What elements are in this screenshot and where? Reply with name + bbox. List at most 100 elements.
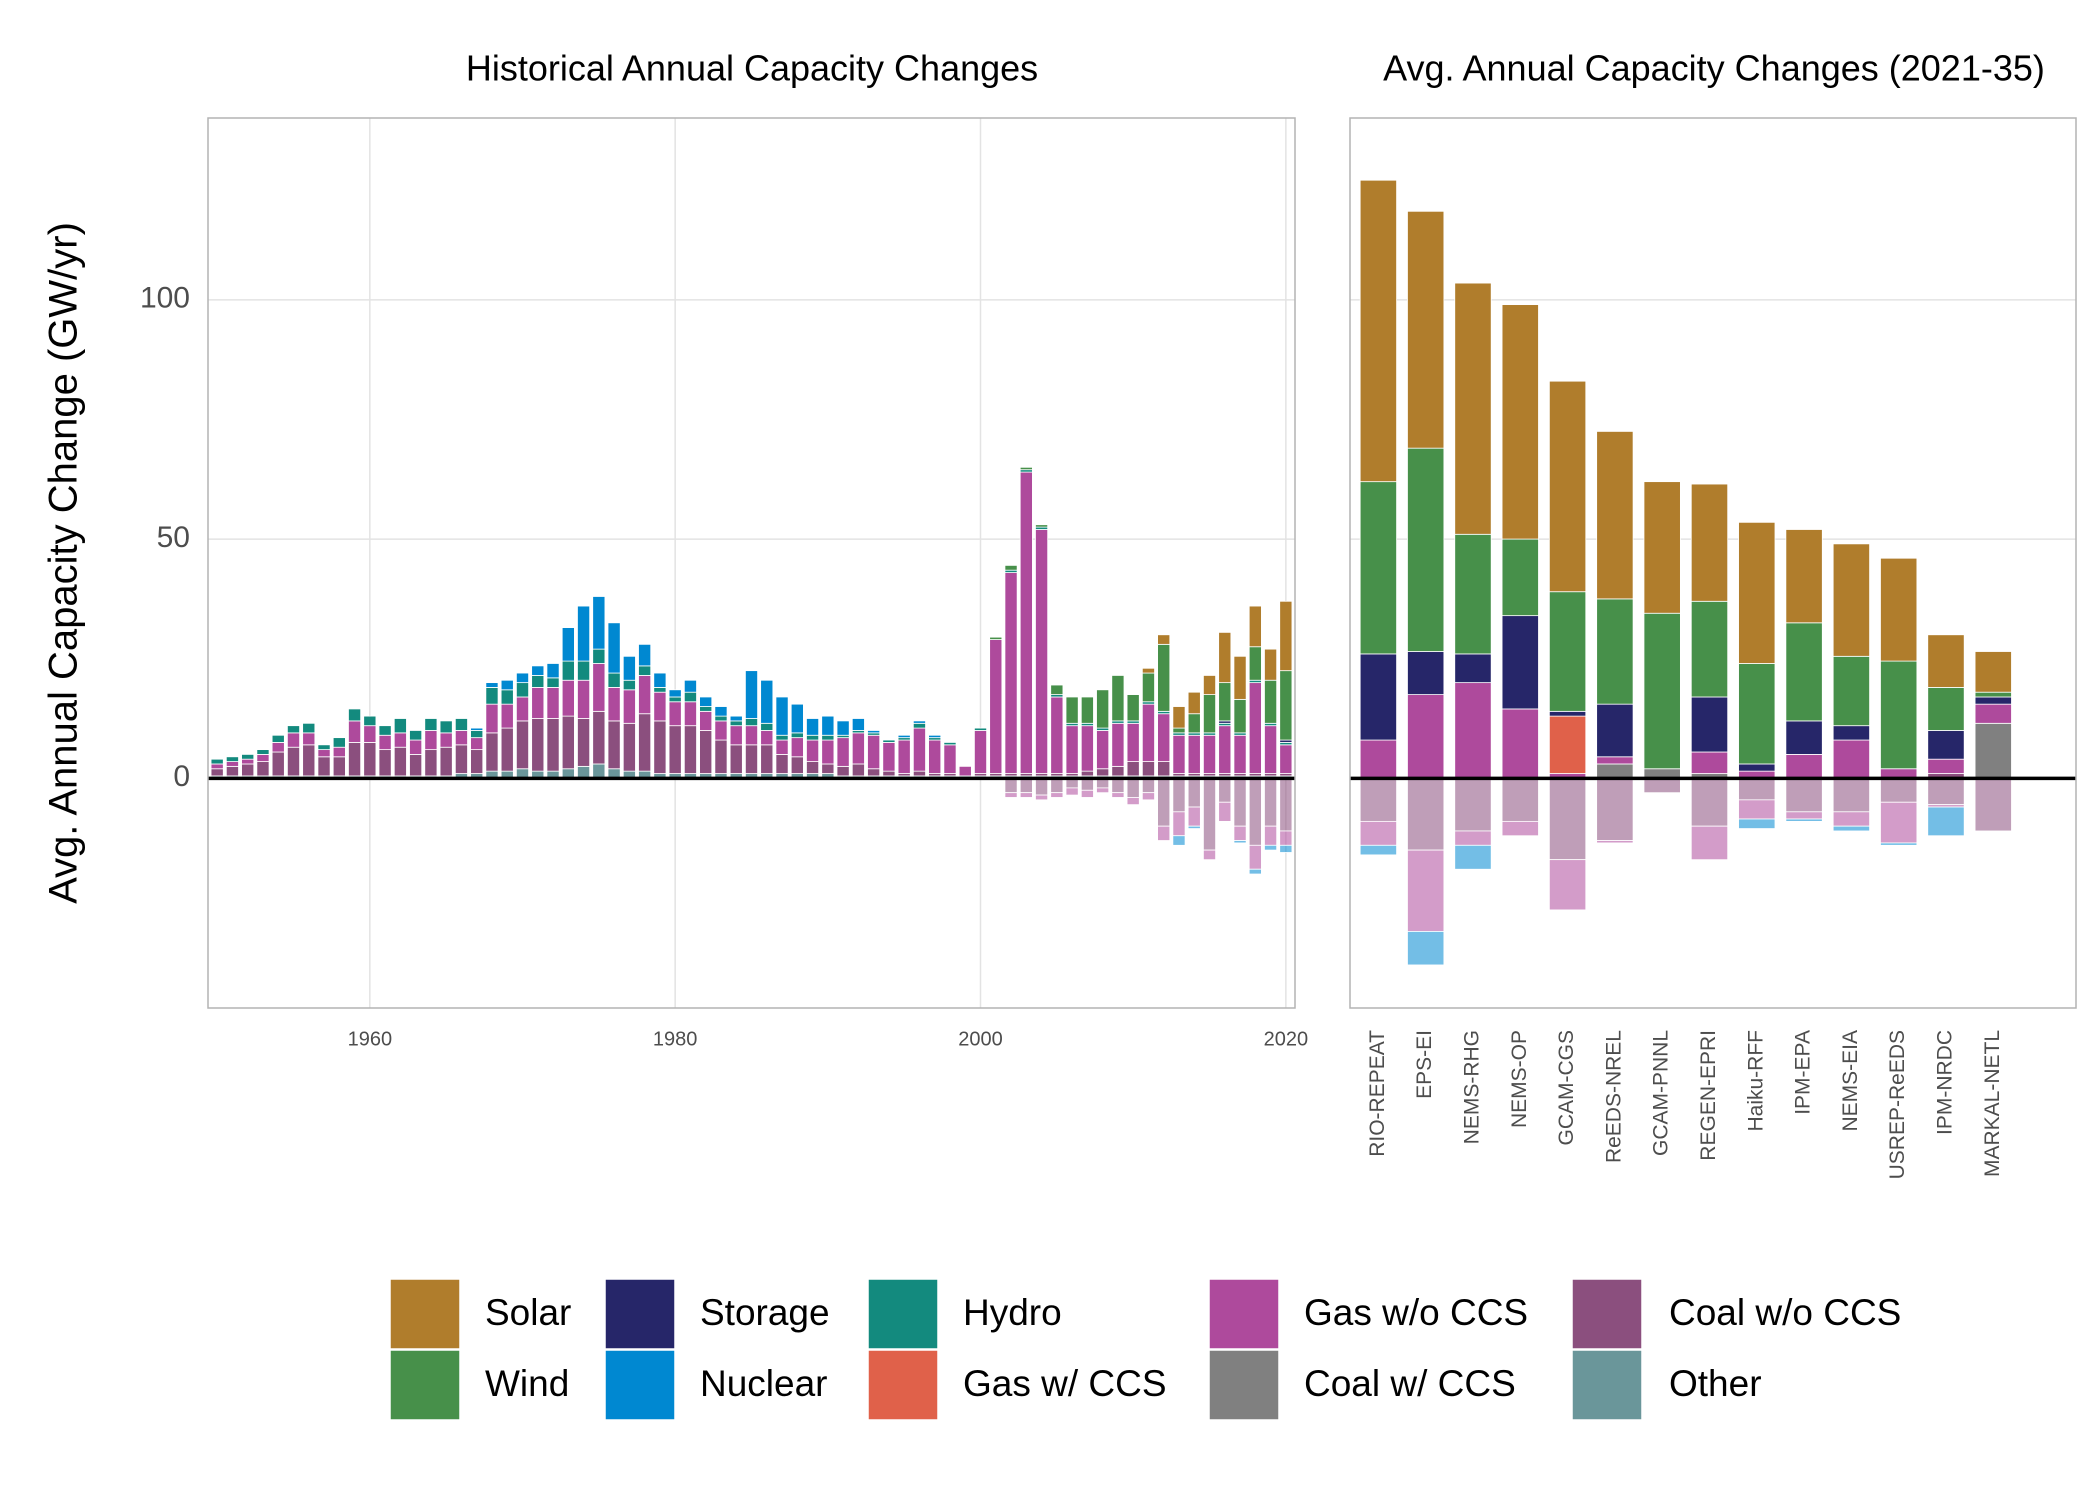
retirement-segment (1141, 777, 1155, 794)
bar-segment (1035, 524, 1049, 528)
retirement-segment (1974, 777, 2012, 832)
retirement-segment (1785, 811, 1823, 820)
bar-segment (1157, 713, 1171, 762)
bar-segment (775, 734, 789, 741)
x-tick-label: RIO-REPEAT (1366, 1030, 1389, 1157)
bar-segment (424, 718, 438, 731)
bar-segment (1279, 600, 1293, 672)
bar-segment (1141, 667, 1155, 674)
retirement-segment (1218, 801, 1232, 822)
bar-segment (836, 720, 850, 736)
x-tick-label: 1980 (653, 1028, 698, 1050)
legend-key (867, 1349, 939, 1421)
bar-segment (1785, 753, 1823, 779)
bar-segment (577, 605, 591, 662)
retirement-segment (1596, 777, 1634, 841)
bar-segment (1233, 698, 1247, 734)
retirement-segment (1080, 789, 1094, 798)
bar-segment (317, 744, 331, 751)
bar-segment (668, 725, 682, 774)
bar-segment (1738, 663, 1776, 765)
bar-segment (897, 739, 911, 774)
retirement-segment (1264, 844, 1278, 851)
bar-segment (241, 753, 255, 760)
retirement-segment (1407, 931, 1445, 966)
bar-segment (500, 703, 514, 729)
bar-segment (1172, 734, 1186, 774)
bar-segment (867, 734, 881, 770)
bar-segment (1690, 483, 1729, 602)
bar-segment (439, 746, 453, 777)
retirement-segment (1004, 777, 1018, 794)
bar-segment (912, 727, 926, 772)
retirement-segment (1279, 777, 1293, 832)
bar-segment (531, 718, 545, 772)
bar-segment (699, 706, 713, 712)
retirement-segment (1233, 825, 1247, 841)
legend-label: Coal w/o CCS (1669, 1292, 1901, 1333)
bar-segment (241, 763, 255, 777)
retirement-segment (1690, 825, 1729, 861)
bar-segment (332, 756, 346, 777)
bar-segment (1927, 687, 1965, 731)
retirement-segment (1738, 777, 1776, 801)
bar-segment (1233, 655, 1247, 700)
x-tick-label: MARKAL-NETL (1981, 1030, 2004, 1177)
bar-segment (836, 737, 850, 767)
bar-segment (622, 689, 636, 724)
bar-segment (561, 679, 575, 717)
bar-segment (714, 739, 728, 774)
retirement-segment (1880, 842, 1918, 846)
bar-segment (1501, 615, 1539, 710)
bar-segment (1832, 725, 1870, 741)
bar-segment (1738, 763, 1776, 772)
x-tick-label: REGEN-EPRI (1697, 1030, 1720, 1161)
bar-segment (592, 596, 606, 650)
bar-segment (1454, 682, 1492, 779)
bar-segment (225, 761, 239, 767)
bar-segment (470, 737, 484, 751)
bar-segment (1548, 591, 1587, 712)
retirement-segment (1880, 801, 1918, 844)
x-tick-label: IPM-EPA (1792, 1030, 1815, 1115)
legend-key (1208, 1349, 1280, 1421)
retirement-segment (1454, 844, 1492, 870)
bar-segment (424, 730, 438, 751)
retirement-segment (1050, 792, 1064, 798)
bar-segment (1080, 725, 1094, 772)
bar-segment (973, 727, 988, 731)
bar-segment (1050, 696, 1064, 774)
panel (1349, 117, 2077, 1009)
bar-segment (500, 679, 514, 691)
retirement-segment (1785, 777, 1823, 813)
retirement-segment (1187, 777, 1201, 808)
x-tick-label: 2000 (958, 1028, 1003, 1050)
legend-key (604, 1278, 676, 1350)
bar-segment (1111, 722, 1125, 767)
retirement-segment (1111, 777, 1125, 794)
bar-segment (470, 749, 484, 774)
bar-segment (775, 739, 789, 755)
bar-segment (668, 689, 682, 698)
bar-segment (256, 753, 270, 762)
bar-segment (409, 753, 423, 777)
bar-segment (1141, 761, 1155, 777)
bar-segment (943, 744, 957, 774)
bar-segment (1596, 431, 1634, 600)
bar-segment (454, 718, 468, 731)
x-tick-label: EPS-EI (1413, 1030, 1436, 1099)
legend-key (1571, 1278, 1643, 1350)
retirement-segment (1141, 792, 1155, 801)
bar-segment (1785, 529, 1823, 624)
x-tick-label: 2020 (1264, 1028, 1309, 1050)
bar-segment (1019, 466, 1033, 471)
retirement-segment (1218, 777, 1232, 803)
retirement-segment (1248, 868, 1262, 875)
bar-segment (851, 732, 865, 765)
bar-segment (821, 763, 835, 774)
bar-segment (744, 744, 759, 774)
retirement-segment (1019, 792, 1033, 798)
retirement-segment (1096, 787, 1110, 794)
bar-segment (1880, 660, 1918, 770)
retirement-segment (1832, 777, 1870, 813)
